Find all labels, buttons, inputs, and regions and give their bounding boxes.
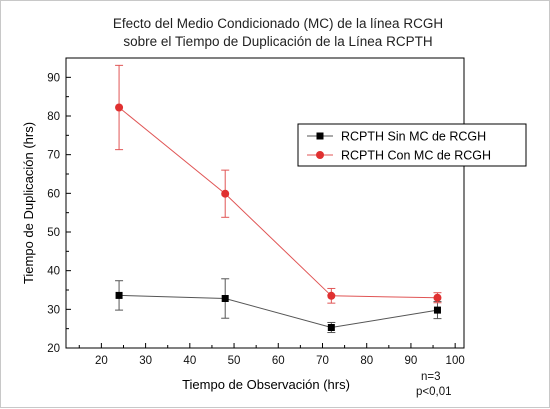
y-tick-label: 80: [47, 111, 60, 123]
legend-marker: [316, 132, 324, 140]
y-axis: 20 30 40 50 60 70 80 90: [47, 57, 71, 355]
x-tick-label: 50: [228, 355, 241, 367]
y-tick-label: 50: [47, 227, 60, 239]
series-line: [119, 294, 438, 329]
legend: RCPTH Sin MC de RCGH RCPTH Con MC de RCGH: [297, 123, 527, 167]
legend-marker: [316, 151, 324, 159]
y-tick-label: 70: [47, 150, 60, 162]
x-tick-label: 70: [316, 355, 329, 367]
y-tick-label: 90: [47, 72, 60, 84]
x-tick-label: 60: [272, 355, 285, 367]
data-point: [327, 324, 335, 332]
legend-label: RCPTH Sin MC de RCGH: [341, 130, 486, 144]
data-point: [433, 293, 442, 302]
x-tick-label: 40: [183, 355, 196, 367]
annotation-n: n=3: [421, 371, 441, 383]
x-axis-label: Tiempo de Observación (hrs): [182, 377, 350, 392]
y-tick-label: 40: [47, 266, 60, 278]
data-point: [327, 291, 336, 300]
series-line: [118, 107, 438, 299]
series-1: [115, 278, 442, 334]
y-tick-label: 20: [47, 343, 60, 355]
y-tick-label: 60: [47, 188, 60, 200]
chart-title: Efecto del Medio Condicionado (MC) de la…: [113, 16, 443, 31]
x-tick-label: 20: [95, 355, 108, 367]
data-point: [433, 306, 441, 314]
x-tick-label: 90: [405, 355, 418, 367]
data-point: [221, 295, 229, 303]
series-layer: [115, 64, 442, 334]
data-point: [115, 291, 123, 299]
chart-subtitle: sobre el Tiempo de Duplicación de la Lín…: [123, 34, 432, 49]
x-axis: 20 30 40 50 60 70 80 90 100: [78, 343, 465, 367]
y-axis-label: Tiempo de Duplicación (hrs): [21, 122, 36, 284]
y-tick-label: 30: [47, 304, 60, 316]
series-2: [115, 64, 442, 304]
x-tick-label: 100: [446, 355, 465, 367]
plot-area: [65, 57, 465, 349]
x-tick-label: 80: [360, 355, 373, 367]
legend-box: [297, 123, 527, 167]
annotation-p: p<0,01: [416, 386, 452, 398]
data-point: [221, 189, 230, 198]
x-tick-label: 30: [139, 355, 152, 367]
data-point: [115, 103, 124, 112]
legend-label: RCPTH Con MC de RCGH: [341, 149, 491, 163]
